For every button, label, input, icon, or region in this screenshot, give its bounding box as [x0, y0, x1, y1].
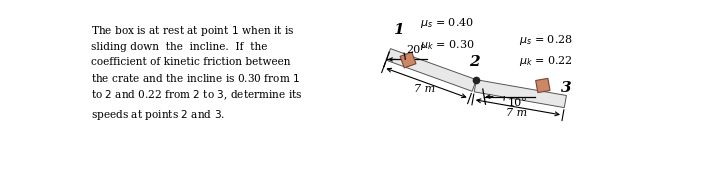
Polygon shape — [474, 80, 567, 108]
Text: $\mu_s$ = 0.28: $\mu_s$ = 0.28 — [519, 33, 573, 47]
Text: The box is at rest at point $1$ when it is
sliding down  the  incline.  If  the
: The box is at rest at point $1$ when it … — [91, 24, 303, 122]
Text: 7 m: 7 m — [506, 108, 528, 118]
Text: 7 m: 7 m — [414, 84, 435, 94]
Text: $\mu_k$ = 0.30: $\mu_k$ = 0.30 — [420, 38, 474, 52]
Text: 2: 2 — [469, 55, 480, 69]
Polygon shape — [386, 49, 476, 91]
Text: $\mu_k$ = 0.22: $\mu_k$ = 0.22 — [519, 54, 573, 68]
Text: 1: 1 — [393, 23, 403, 37]
Polygon shape — [535, 78, 550, 93]
Polygon shape — [400, 52, 416, 68]
Text: $\mu_s$ = 0.40: $\mu_s$ = 0.40 — [420, 16, 474, 30]
Text: 10°: 10° — [508, 98, 527, 108]
Text: 3: 3 — [561, 81, 572, 96]
Text: 20°: 20° — [407, 45, 427, 55]
